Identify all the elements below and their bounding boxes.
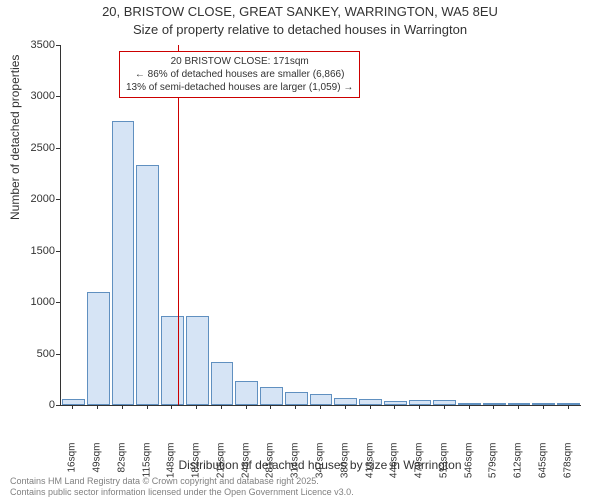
- chart-title-main: 20, BRISTOW CLOSE, GREAT SANKEY, WARRING…: [0, 4, 600, 19]
- y-tick-mark: [56, 96, 60, 97]
- annotation-line3: 13% of semi-detached houses are larger (…: [126, 81, 353, 94]
- y-tick-mark: [56, 148, 60, 149]
- x-tick-mark: [270, 405, 271, 409]
- histogram-bar: [310, 394, 333, 405]
- annotation-line2: ← 86% of detached houses are smaller (6,…: [126, 68, 353, 81]
- x-tick-mark: [221, 405, 222, 409]
- x-tick-mark: [295, 405, 296, 409]
- y-tick-label: 3000: [25, 90, 55, 102]
- y-tick-mark: [56, 354, 60, 355]
- histogram-bar: [136, 165, 159, 405]
- y-tick-label: 0: [25, 399, 55, 411]
- x-axis-label: Distribution of detached houses by size …: [60, 458, 580, 472]
- x-tick-mark: [196, 405, 197, 409]
- y-tick-label: 1500: [25, 245, 55, 257]
- x-tick-mark: [518, 405, 519, 409]
- histogram-bar: [186, 316, 209, 405]
- y-tick-mark: [56, 199, 60, 200]
- y-tick-label: 2500: [25, 142, 55, 154]
- histogram-bar: [260, 387, 283, 406]
- footer-line1: Contains HM Land Registry data © Crown c…: [10, 476, 354, 487]
- y-tick-mark: [56, 45, 60, 46]
- x-tick-mark: [97, 405, 98, 409]
- annotation-line1: 20 BRISTOW CLOSE: 171sqm: [126, 55, 353, 68]
- x-tick-mark: [246, 405, 247, 409]
- x-tick-mark: [394, 405, 395, 409]
- plot-area: 20 BRISTOW CLOSE: 171sqm ← 86% of detach…: [60, 45, 581, 406]
- histogram-bar: [211, 362, 234, 405]
- chart-title-sub: Size of property relative to detached ho…: [0, 22, 600, 37]
- footer-credits: Contains HM Land Registry data © Crown c…: [10, 476, 354, 498]
- y-tick-label: 3500: [25, 39, 55, 51]
- footer-line2: Contains public sector information licen…: [10, 487, 354, 498]
- y-tick-label: 500: [25, 348, 55, 360]
- y-tick-mark: [56, 251, 60, 252]
- x-tick-mark: [543, 405, 544, 409]
- annotation-box: 20 BRISTOW CLOSE: 171sqm ← 86% of detach…: [119, 51, 360, 98]
- x-tick-mark: [568, 405, 569, 409]
- y-axis-label: Number of detached properties: [8, 55, 22, 220]
- x-tick-mark: [122, 405, 123, 409]
- y-tick-label: 2000: [25, 193, 55, 205]
- x-tick-mark: [469, 405, 470, 409]
- x-tick-mark: [72, 405, 73, 409]
- x-tick-mark: [147, 405, 148, 409]
- y-tick-mark: [56, 302, 60, 303]
- histogram-bar: [87, 292, 110, 405]
- x-tick-mark: [419, 405, 420, 409]
- histogram-bar: [334, 398, 357, 405]
- y-tick-label: 1000: [25, 296, 55, 308]
- x-tick-mark: [345, 405, 346, 409]
- x-tick-mark: [320, 405, 321, 409]
- histogram-bar: [285, 392, 308, 405]
- histogram-bar: [112, 121, 135, 405]
- x-tick-mark: [370, 405, 371, 409]
- chart-container: 20, BRISTOW CLOSE, GREAT SANKEY, WARRING…: [0, 0, 600, 500]
- marker-line: [178, 45, 179, 405]
- histogram-bar: [161, 316, 184, 405]
- x-tick-mark: [171, 405, 172, 409]
- x-tick-mark: [493, 405, 494, 409]
- y-tick-mark: [56, 405, 60, 406]
- histogram-bar: [235, 381, 258, 405]
- x-tick-mark: [444, 405, 445, 409]
